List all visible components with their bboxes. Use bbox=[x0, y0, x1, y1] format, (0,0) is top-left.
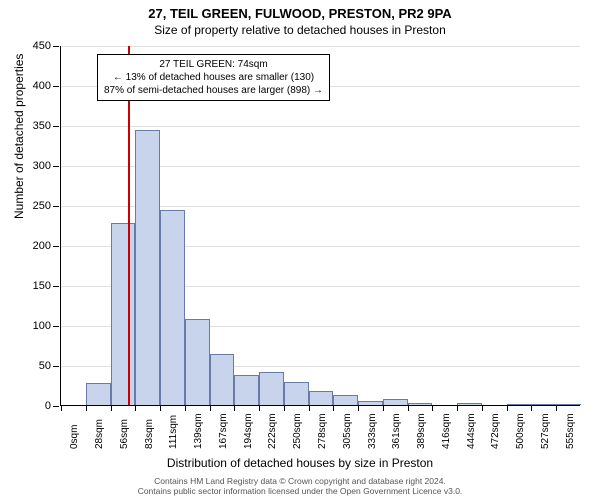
histogram-bar bbox=[259, 372, 284, 405]
histogram-bar bbox=[507, 404, 532, 405]
y-tick-label: 100 bbox=[33, 320, 51, 332]
histogram-bar bbox=[309, 391, 334, 405]
y-tick bbox=[53, 406, 59, 407]
y-axis-title: Number of detached properties bbox=[12, 54, 26, 219]
x-tick bbox=[457, 405, 458, 411]
x-tick bbox=[432, 405, 433, 411]
histogram-bar bbox=[358, 401, 383, 405]
x-tick bbox=[408, 405, 409, 411]
histogram-bar bbox=[408, 403, 433, 405]
histogram-bar bbox=[135, 130, 160, 405]
x-tick bbox=[185, 405, 186, 411]
chart-title: 27, TEIL GREEN, FULWOOD, PRESTON, PR2 9P… bbox=[0, 0, 600, 21]
y-tick-label: 350 bbox=[33, 120, 51, 132]
y-tick-label: 0 bbox=[45, 400, 51, 412]
y-tick bbox=[53, 366, 59, 367]
annotation-line1: 27 TEIL GREEN: 74sqm bbox=[104, 58, 323, 71]
x-tick bbox=[383, 405, 384, 411]
y-tick-label: 200 bbox=[33, 240, 51, 252]
y-tick bbox=[53, 286, 59, 287]
histogram-bar bbox=[333, 395, 358, 405]
x-tick-label: 0sqm bbox=[69, 425, 80, 449]
footer-line2: Contains public sector information licen… bbox=[0, 486, 600, 496]
x-tick bbox=[507, 405, 508, 411]
x-tick bbox=[556, 405, 557, 411]
x-tick-label: 416sqm bbox=[441, 413, 452, 449]
x-tick-label: 222sqm bbox=[267, 413, 278, 449]
x-tick bbox=[111, 405, 112, 411]
gridline bbox=[61, 46, 580, 47]
x-tick-label: 83sqm bbox=[144, 419, 155, 449]
histogram-bar bbox=[234, 375, 259, 405]
annotation-line3: 87% of semi-detached houses are larger (… bbox=[104, 84, 323, 97]
x-tick-label: 250sqm bbox=[292, 413, 303, 449]
x-tick-label: 56sqm bbox=[119, 419, 130, 449]
y-tick bbox=[53, 86, 59, 87]
x-tick-label: 333sqm bbox=[367, 413, 378, 449]
x-tick bbox=[135, 405, 136, 411]
x-tick-label: 527sqm bbox=[540, 413, 551, 449]
x-tick-label: 28sqm bbox=[94, 419, 105, 449]
histogram-bar bbox=[457, 403, 482, 405]
x-tick bbox=[160, 405, 161, 411]
y-tick-label: 450 bbox=[33, 40, 51, 52]
histogram-bar bbox=[185, 319, 210, 405]
x-tick bbox=[86, 405, 87, 411]
x-tick-label: 167sqm bbox=[218, 413, 229, 449]
histogram-bar bbox=[86, 383, 111, 405]
plot-area: 0501001502002503003504004500sqm28sqm56sq… bbox=[60, 46, 580, 406]
x-tick-label: 111sqm bbox=[168, 415, 179, 449]
x-tick-label: 139sqm bbox=[193, 413, 204, 449]
gridline bbox=[61, 126, 580, 127]
histogram-bar bbox=[284, 382, 309, 405]
histogram-bar bbox=[556, 404, 581, 405]
x-axis-title: Distribution of detached houses by size … bbox=[0, 456, 600, 470]
y-tick bbox=[53, 206, 59, 207]
histogram-bar bbox=[210, 354, 235, 405]
x-tick bbox=[531, 405, 532, 411]
y-tick bbox=[53, 326, 59, 327]
x-tick-label: 444sqm bbox=[466, 413, 477, 449]
y-tick-label: 250 bbox=[33, 200, 51, 212]
x-tick-label: 194sqm bbox=[243, 413, 254, 449]
x-tick-label: 278sqm bbox=[317, 413, 328, 449]
footer: Contains HM Land Registry data © Crown c… bbox=[0, 476, 600, 496]
x-tick bbox=[284, 405, 285, 411]
x-tick-label: 555sqm bbox=[565, 413, 576, 449]
x-tick bbox=[333, 405, 334, 411]
x-tick bbox=[210, 405, 211, 411]
y-tick-label: 300 bbox=[33, 160, 51, 172]
histogram-bar bbox=[531, 404, 556, 405]
y-tick bbox=[53, 46, 59, 47]
histogram-bar bbox=[111, 223, 136, 405]
x-tick-label: 472sqm bbox=[490, 413, 501, 449]
x-tick bbox=[358, 405, 359, 411]
histogram-bar bbox=[383, 399, 408, 405]
x-tick-label: 361sqm bbox=[391, 413, 402, 449]
x-tick bbox=[234, 405, 235, 411]
y-tick-label: 50 bbox=[39, 360, 51, 372]
x-tick-label: 500sqm bbox=[515, 413, 526, 449]
y-tick-label: 400 bbox=[33, 80, 51, 92]
annotation-line2: ← 13% of detached houses are smaller (13… bbox=[104, 71, 323, 84]
annotation-box: 27 TEIL GREEN: 74sqm ← 13% of detached h… bbox=[97, 54, 330, 101]
x-tick-label: 389sqm bbox=[416, 413, 427, 449]
x-tick bbox=[309, 405, 310, 411]
histogram-bar bbox=[160, 210, 185, 405]
chart-subtitle: Size of property relative to detached ho… bbox=[0, 21, 600, 37]
y-tick-label: 150 bbox=[33, 280, 51, 292]
x-tick bbox=[482, 405, 483, 411]
footer-line1: Contains HM Land Registry data © Crown c… bbox=[0, 476, 600, 486]
x-tick-label: 305sqm bbox=[342, 413, 353, 449]
y-tick bbox=[53, 246, 59, 247]
x-tick bbox=[61, 405, 62, 411]
y-tick bbox=[53, 126, 59, 127]
y-tick bbox=[53, 166, 59, 167]
x-tick bbox=[259, 405, 260, 411]
chart-container: 27, TEIL GREEN, FULWOOD, PRESTON, PR2 9P… bbox=[0, 0, 600, 500]
